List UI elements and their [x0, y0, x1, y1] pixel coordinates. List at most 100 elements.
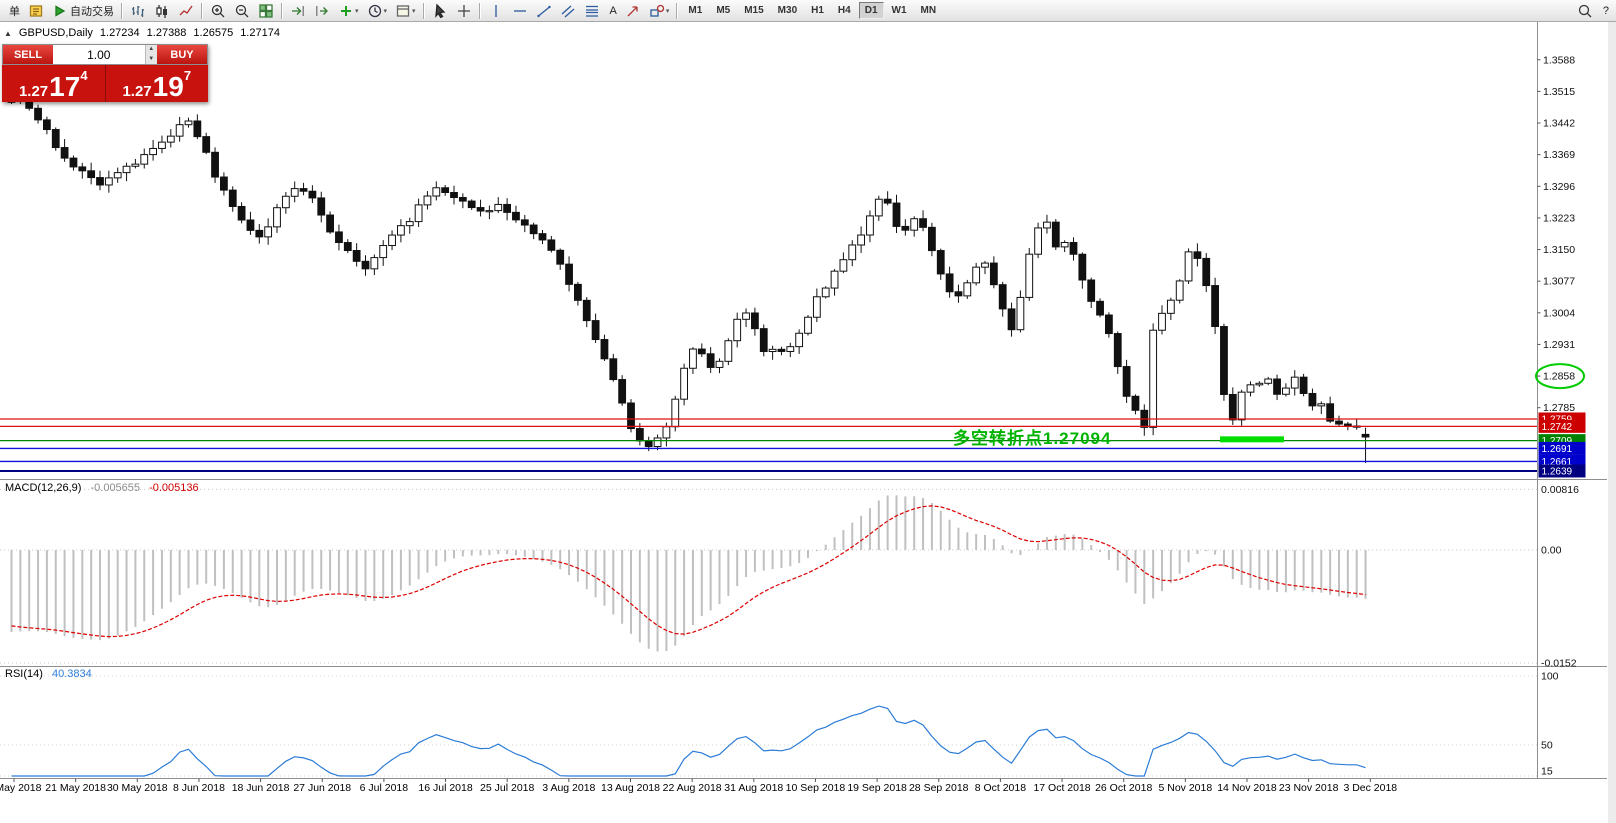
collapse-trade-panel-icon[interactable]: ▲ [4, 28, 12, 38]
buy-price-display[interactable]: 1.27 19 7 [105, 65, 208, 103]
price-axis[interactable]: 1.3588 1.3515 1.3442 1.3369 1.3296 1.3223 1.31… [1535, 54, 1586, 778]
timeframe-w1-button[interactable]: W1 [891, 5, 907, 16]
price-circle-annotation[interactable] [1535, 363, 1585, 390]
timeframe-d1-button[interactable]: D1 [858, 2, 884, 19]
timeframe-m15-button[interactable]: M15 [744, 5, 764, 16]
quote-close: 1.27174 [240, 27, 280, 39]
autotrading-button[interactable]: 自动交易 [49, 0, 117, 21]
time-axis-label: 22 Aug 2018 [663, 782, 722, 794]
price-axis-label: 1.3442 [1543, 118, 1575, 130]
price-axis-label: 1.3369 [1543, 149, 1575, 161]
new-order-button[interactable]: 单 [9, 5, 20, 18]
window-edge [1608, 22, 1616, 823]
macd-axis-label: 0.00 [1541, 545, 1562, 557]
zoom-out-button[interactable] [231, 0, 253, 21]
sell-button[interactable]: SELL [3, 45, 53, 64]
rsi-value: 40.3834 [51, 668, 92, 680]
macd-indicator [0, 488, 1538, 664]
sell-price-base: 1.27 [18, 83, 49, 100]
search-button[interactable] [1574, 0, 1596, 21]
rsi-indicator-label: RSI(14) 40.3834 [5, 668, 92, 680]
time-axis-label: 9 May 2018 [0, 782, 42, 794]
text-button[interactable]: A [609, 4, 617, 17]
chart-background [0, 22, 1616, 823]
quote-open: 1.27234 [99, 27, 140, 39]
time-axis-label: 21 May 2018 [45, 782, 106, 794]
zoom-in-button[interactable] [207, 0, 229, 21]
line-chart-button[interactable] [175, 0, 197, 21]
help-button[interactable]: ? [1602, 4, 1609, 17]
sell-price-pips: 17 [49, 71, 81, 103]
time-axis-label: 28 Sep 2018 [909, 782, 969, 794]
vertical-line-button[interactable] [485, 0, 507, 21]
cursor-button[interactable] [429, 0, 451, 21]
volume-increase-button[interactable]: ▲ [145, 45, 157, 55]
bar-chart-button[interactable] [127, 0, 149, 21]
tile-windows-button[interactable] [255, 0, 277, 21]
time-axis-label: 5 Nov 2018 [1158, 782, 1212, 794]
macd-signal-line [11, 505, 1366, 638]
macd-indicator-label: MACD(12,26,9) -0.005655 -0.005136 [5, 482, 199, 494]
auto-scroll-button[interactable] [287, 0, 309, 21]
timeframe-m30-button[interactable]: M30 [777, 5, 798, 16]
chart-shift-button[interactable] [311, 0, 333, 21]
time-axis-label: 26 Oct 2018 [1095, 782, 1152, 794]
timeframe-m5-button[interactable]: M5 [716, 5, 731, 16]
time-axis-label: 6 Jul 2018 [360, 782, 409, 794]
highlight-line-segment[interactable] [1220, 436, 1284, 443]
price-axis-label: 1.3515 [1543, 86, 1575, 98]
line-price-tag-text: 1.2639 [1542, 466, 1573, 477]
crosshair-button[interactable] [453, 0, 475, 21]
time-axis-label: 8 Jun 2018 [173, 782, 225, 794]
volume-decrease-button[interactable]: ▼ [145, 54, 157, 64]
macd-name: MACD(12,26,9) [5, 482, 82, 494]
toolbar-separator [201, 2, 203, 19]
timeframe-h1-button[interactable]: H1 [811, 5, 824, 16]
timeframe-mn-button[interactable]: MN [920, 5, 937, 16]
templates-button[interactable]: ▾ [392, 0, 419, 21]
timeframe-m1-button[interactable]: M1 [688, 5, 703, 16]
arrow-tool-button[interactable] [622, 0, 644, 21]
metaeditor-button[interactable] [25, 0, 47, 21]
indicators-button[interactable]: ▾ [335, 0, 362, 21]
time-axis-label: 10 Sep 2018 [786, 782, 846, 794]
candlestick-chart-button[interactable] [151, 0, 173, 21]
trend-annotation-text[interactable]: 多空转折点1.27094 [953, 429, 1112, 448]
price-axis-label: 1.3004 [1543, 307, 1575, 319]
price-axis-label: 1.3150 [1543, 244, 1575, 256]
rsi-axis-label: 15 [1541, 766, 1553, 778]
sell-price-display[interactable]: 1.27 17 4 [2, 65, 106, 102]
horizontal-line-button[interactable] [509, 0, 531, 21]
buy-button[interactable]: BUY [157, 45, 207, 64]
rsi-indicator [0, 675, 1538, 777]
trendline-button[interactable] [533, 0, 555, 21]
periods-button[interactable]: ▾ [364, 0, 391, 21]
timeframe-h4-button[interactable]: H4 [837, 5, 851, 16]
channel-button[interactable] [557, 0, 579, 21]
time-axis-label: 19 Sep 2018 [847, 782, 907, 794]
time-axis-label: 3 Aug 2018 [542, 782, 595, 794]
line-price-tag-text: 1.2709 [1542, 436, 1573, 447]
quote-high: 1.27388 [146, 27, 187, 39]
volume-input[interactable] [53, 45, 145, 64]
panel-frame [0, 22, 1607, 780]
time-axis-label: 14 Nov 2018 [1217, 782, 1277, 794]
shapes-button[interactable]: ▾ [646, 0, 673, 21]
toolbar-separator [676, 2, 679, 19]
line-price-tag [1538, 419, 1586, 433]
macd-main-value: -0.005655 [90, 482, 141, 494]
price-axis-label: 1.2858 [1543, 371, 1575, 383]
time-axis-label: 17 Oct 2018 [1033, 782, 1090, 794]
fibonacci-button[interactable] [581, 0, 603, 21]
horizontal-line-objects[interactable] [0, 418, 1538, 472]
line-price-tag-text: 1.2742 [1542, 422, 1573, 433]
time-axis-label: 13 Aug 2018 [601, 782, 660, 794]
buy-price-pips: 19 [152, 71, 184, 103]
buy-price-pipette: 7 [183, 68, 192, 83]
toolbar-left-group: 单自动交易 ▾ ▾ ▾ A ▾ [3, 0, 681, 21]
time-axis-label: 23 Nov 2018 [1279, 782, 1339, 794]
